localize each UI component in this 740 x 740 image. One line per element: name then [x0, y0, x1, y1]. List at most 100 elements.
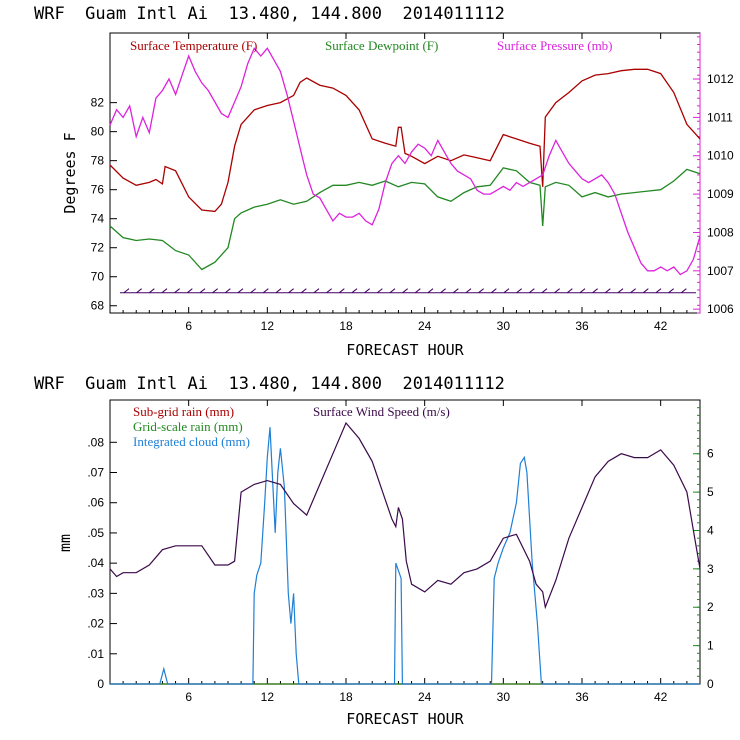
y-tick-label: 80 [91, 125, 105, 139]
y-tick-label: 78 [91, 154, 105, 168]
x-tick-label: 12 [261, 690, 275, 704]
y2-tick-label: 1012 [707, 72, 734, 86]
wind-barb [275, 288, 282, 294]
wind-barb [605, 288, 611, 294]
x-tick-label: 24 [418, 690, 432, 704]
y-tick-label: 72 [91, 241, 105, 255]
wind-barb [541, 288, 548, 294]
legend-subgrid-rain: Sub-grid rain (mm) [133, 404, 234, 419]
legend-surface-wind-speed: Surface Wind Speed (m/s) [313, 404, 450, 419]
wind-barb [617, 288, 624, 294]
wind-barb [529, 288, 535, 294]
wind-barb [161, 288, 168, 294]
wind-barb [567, 288, 573, 294]
wind-barb [174, 288, 180, 294]
wind-barb [465, 288, 472, 294]
y-tick-label: .03 [87, 586, 104, 600]
dewpoint-line [109, 167, 701, 271]
x-tick-label: 24 [418, 319, 432, 333]
wind-barb [681, 288, 687, 294]
wind-barb [225, 288, 231, 294]
wind-barb [389, 288, 396, 294]
y-tick-label: .02 [87, 617, 104, 631]
pressure-line [109, 47, 701, 276]
wind-barb [643, 288, 649, 294]
wind-barb [187, 288, 193, 294]
legend-integrated-cloud: Integrated cloud (mm) [133, 434, 250, 449]
legend-surface-dewpoint: Surface Dewpoint (F) [325, 38, 438, 53]
panel2-title: WRF Guam Intl Ai 13.480, 144.800 2014011… [34, 374, 505, 394]
wind-barb [237, 288, 244, 294]
wind-barb [199, 288, 206, 294]
panel1-title: WRF Guam Intl Ai 13.480, 144.800 2014011… [34, 4, 505, 24]
wind-barb [668, 288, 674, 294]
y2-tick-label: 6 [707, 447, 714, 461]
temperature-line [109, 68, 701, 213]
panel1-x-ticks: 6 12 18 24 30 36 42 [122, 33, 688, 333]
y2-tick-label: 5 [707, 485, 714, 499]
wind-speed-line [109, 421, 701, 610]
legend-surface-temperature: Surface Temperature (F) [130, 38, 257, 53]
y2-tick-label: 2 [707, 600, 714, 614]
panel1-series [109, 47, 701, 276]
wind-barb [288, 288, 294, 294]
wind-barb [415, 288, 421, 294]
wind-barb [326, 288, 332, 294]
wind-barb [478, 288, 484, 294]
y-tick-label: 76 [91, 183, 105, 197]
wind-barb [351, 288, 358, 294]
integrated-cloud-line [110, 427, 700, 685]
wind-barb [579, 288, 586, 294]
precipitation-wind-panel: WRF Guam Intl Ai 13.480, 144.800 2014011… [34, 374, 714, 728]
wind-barb [453, 288, 459, 294]
x-tick-label: 42 [654, 690, 668, 704]
panel2-y-axis-label: mm [56, 534, 74, 552]
surface-meteogram-panel: WRF Guam Intl Ai 13.480, 144.800 2014011… [34, 4, 734, 359]
y2-tick-label: 1007 [707, 264, 734, 278]
x-tick-label: 30 [497, 319, 511, 333]
panel2-series [109, 421, 701, 685]
wind-barb [149, 288, 155, 294]
y-tick-label: .05 [87, 526, 104, 540]
y-tick-label: 70 [91, 270, 105, 284]
x-tick-label: 6 [185, 690, 192, 704]
wind-barb [440, 288, 446, 294]
legend-surface-pressure: Surface Pressure (mb) [497, 38, 613, 53]
panel1-y-ticks: 68 70 72 74 76 78 80 82 [91, 96, 117, 313]
wind-barb [212, 288, 218, 294]
y-tick-label: 68 [91, 299, 105, 313]
wind-barb [250, 288, 256, 294]
y2-tick-label: 1010 [707, 149, 734, 163]
x-tick-label: 18 [339, 690, 353, 704]
panel1-y-axis-label: Degrees F [61, 132, 79, 213]
y2-tick-label: 3 [707, 562, 714, 576]
panel2-wind-ticks: 0 1 2 3 4 5 6 [693, 407, 714, 691]
wind-barb [402, 288, 408, 294]
wind-barb [339, 288, 345, 294]
x-tick-label: 36 [575, 319, 589, 333]
y2-tick-label: 1011 [707, 110, 733, 124]
wind-barb [516, 288, 522, 294]
panel2-x-axis-label: FORECAST HOUR [346, 710, 464, 728]
panel1-pressure-ticks: 1006 1007 1008 1009 1010 1011 1012 [693, 36, 734, 316]
x-tick-label: 6 [185, 319, 192, 333]
y-tick-label: .06 [87, 496, 104, 510]
wind-barb [630, 288, 636, 294]
y2-tick-label: 1008 [707, 225, 734, 239]
wind-barb [123, 288, 130, 294]
wind-barb [377, 288, 383, 294]
y2-tick-label: 1006 [707, 302, 734, 316]
x-tick-label: 42 [654, 319, 668, 333]
wind-barb [592, 288, 598, 294]
x-tick-label: 12 [261, 319, 275, 333]
y-tick-label: .01 [87, 647, 104, 661]
wind-barb [263, 288, 269, 294]
x-tick-label: 36 [575, 690, 589, 704]
y-tick-label: 74 [91, 212, 105, 226]
y-tick-label: .04 [87, 556, 104, 570]
wind-barb [301, 288, 307, 294]
panel2-y-ticks: 0 .01 .02 .03 .04 .05 .06 .07 .08 [87, 435, 117, 691]
wind-barb [491, 288, 497, 294]
